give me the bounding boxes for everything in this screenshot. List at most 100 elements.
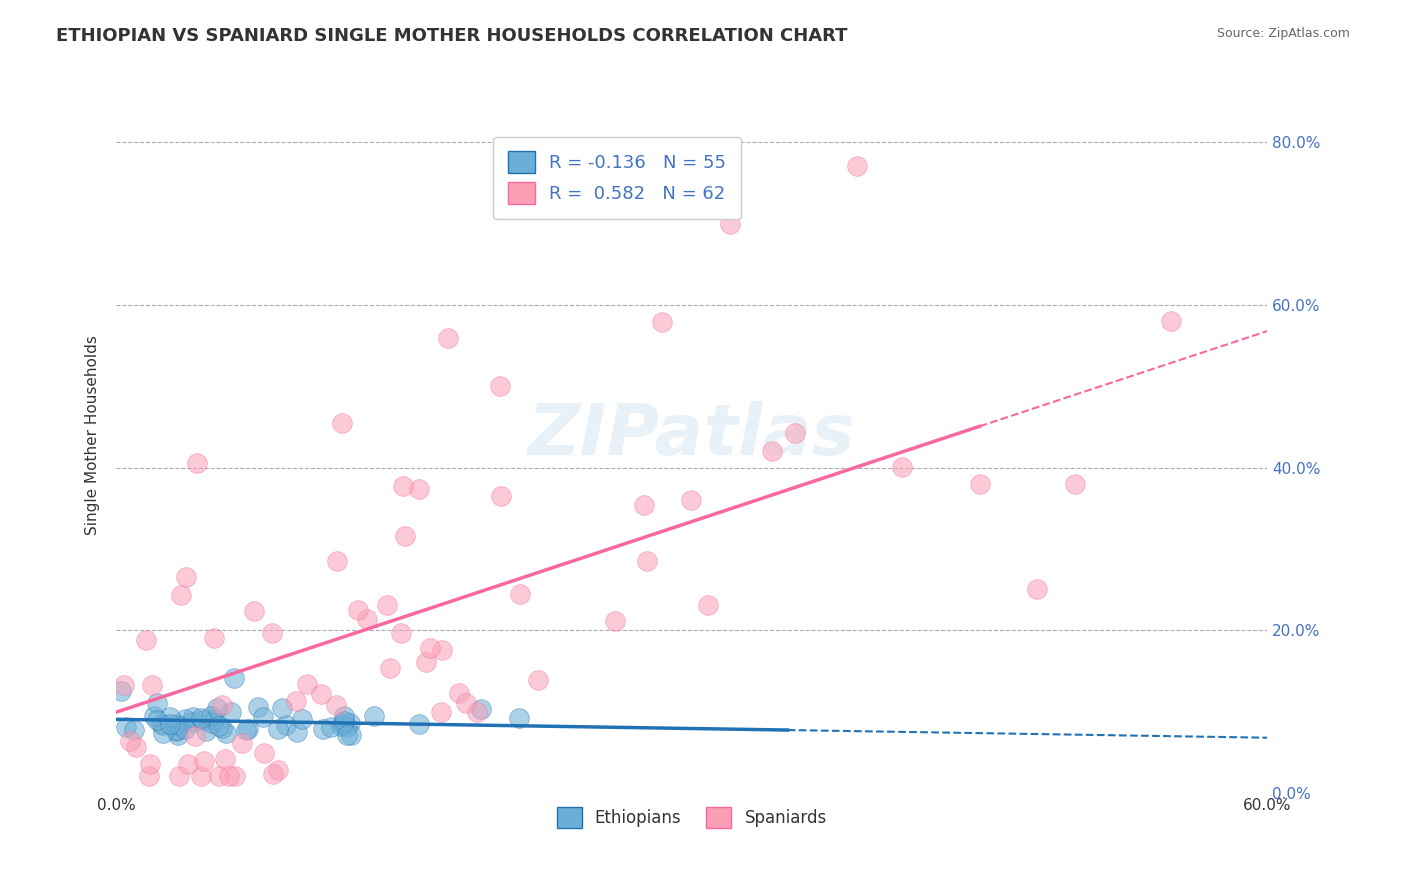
- Point: [633, 498, 655, 512]
- Point: [141, 678, 163, 692]
- Point: [761, 444, 783, 458]
- Point: [214, 752, 236, 766]
- Point: [174, 722, 197, 736]
- Point: [166, 723, 188, 737]
- Point: [340, 728, 363, 742]
- Point: [202, 631, 225, 645]
- Point: [143, 709, 166, 723]
- Point: [159, 716, 181, 731]
- Point: [215, 725, 238, 739]
- Point: [432, 643, 454, 657]
- Point: [181, 710, 204, 724]
- Point: [146, 713, 169, 727]
- Point: [252, 710, 274, 724]
- Point: [262, 767, 284, 781]
- Point: [139, 757, 162, 772]
- Point: [336, 728, 359, 742]
- Point: [243, 604, 266, 618]
- Point: [193, 754, 215, 768]
- Y-axis label: Single Mother Households: Single Mother Households: [86, 335, 100, 535]
- Legend: Ethiopians, Spaniards: Ethiopians, Spaniards: [550, 801, 834, 834]
- Point: [110, 683, 132, 698]
- Point: [295, 677, 318, 691]
- Point: [190, 711, 212, 725]
- Text: Source: ZipAtlas.com: Source: ZipAtlas.com: [1216, 27, 1350, 40]
- Point: [470, 702, 492, 716]
- Point: [437, 331, 460, 345]
- Point: [287, 725, 309, 739]
- Point: [651, 315, 673, 329]
- Point: [1064, 476, 1087, 491]
- Point: [200, 708, 222, 723]
- Point: [375, 598, 398, 612]
- Point: [186, 456, 208, 470]
- Point: [330, 417, 353, 431]
- Point: [177, 757, 200, 772]
- Point: [205, 701, 228, 715]
- Point: [167, 718, 190, 732]
- Point: [211, 698, 233, 713]
- Point: [1026, 582, 1049, 597]
- Point: [333, 709, 356, 723]
- Point: [603, 614, 626, 628]
- Point: [262, 625, 284, 640]
- Point: [785, 426, 807, 441]
- Point: [465, 705, 488, 719]
- Point: [969, 476, 991, 491]
- Point: [363, 709, 385, 723]
- Point: [120, 734, 142, 748]
- Point: [332, 717, 354, 731]
- Point: [325, 698, 347, 712]
- Point: [718, 217, 741, 231]
- Point: [321, 720, 343, 734]
- Point: [356, 612, 378, 626]
- Point: [890, 460, 912, 475]
- Point: [696, 599, 718, 613]
- Point: [183, 729, 205, 743]
- Point: [408, 717, 430, 731]
- Point: [218, 769, 240, 783]
- Point: [449, 686, 471, 700]
- Point: [508, 711, 530, 725]
- Point: [231, 736, 253, 750]
- Point: [146, 697, 169, 711]
- Point: [380, 661, 402, 675]
- Point: [419, 640, 441, 655]
- Point: [152, 726, 174, 740]
- Point: [246, 700, 269, 714]
- Point: [274, 717, 297, 731]
- Point: [224, 769, 246, 783]
- Point: [236, 723, 259, 737]
- Point: [389, 626, 412, 640]
- Point: [211, 721, 233, 735]
- Point: [845, 159, 868, 173]
- Point: [193, 713, 215, 727]
- Point: [285, 694, 308, 708]
- Point: [114, 720, 136, 734]
- Point: [392, 479, 415, 493]
- Point: [291, 712, 314, 726]
- Point: [309, 687, 332, 701]
- Point: [159, 710, 181, 724]
- Point: [195, 723, 218, 738]
- Point: [267, 764, 290, 778]
- Point: [201, 715, 224, 730]
- Point: [221, 706, 243, 720]
- Point: [332, 714, 354, 728]
- Point: [339, 716, 361, 731]
- Point: [489, 489, 512, 503]
- Point: [207, 769, 229, 783]
- Point: [235, 723, 257, 737]
- Point: [135, 632, 157, 647]
- Point: [346, 603, 368, 617]
- Point: [271, 701, 294, 715]
- Point: [415, 655, 437, 669]
- Point: [527, 673, 550, 688]
- Point: [170, 588, 193, 602]
- Text: ZIPatlas: ZIPatlas: [529, 401, 855, 469]
- Point: [124, 723, 146, 738]
- Point: [336, 719, 359, 733]
- Point: [112, 678, 135, 692]
- Point: [165, 723, 187, 738]
- Point: [176, 569, 198, 583]
